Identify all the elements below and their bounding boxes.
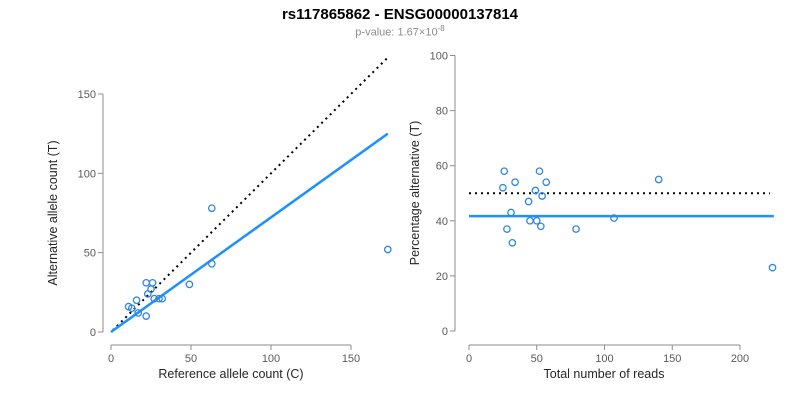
data-point	[207, 259, 216, 268]
data-point	[508, 238, 517, 247]
data-point	[768, 263, 777, 272]
data-point	[572, 225, 580, 233]
data-point	[148, 278, 157, 287]
data-point	[142, 312, 151, 320]
y-tick-label: 0	[90, 327, 96, 339]
p-value-text: p-value: 1.67×10	[355, 26, 438, 39]
percentage-alternative-panel: 0 20 40 60 80 100 0 50 100 150 200 Total number of …	[408, 51, 777, 381]
data-point	[535, 167, 544, 176]
x-tick-label: 150	[663, 353, 681, 365]
data-point	[531, 186, 540, 195]
data-point	[503, 225, 511, 233]
data-point	[127, 304, 136, 313]
y-tick-label: 40	[436, 216, 448, 228]
y-tick-label: 0	[442, 326, 448, 338]
data-point	[150, 294, 159, 303]
allele-counts-y-axis-title: Alternative allele count (T)	[46, 140, 60, 285]
data-point	[610, 214, 618, 222]
x-tick-label: 0	[108, 353, 114, 365]
x-tick-label: 50	[185, 353, 197, 365]
data-point	[383, 245, 392, 254]
data-point	[526, 216, 534, 225]
x-tick-label: 100	[595, 353, 613, 365]
y-tick-label: 100	[78, 168, 96, 180]
data-point	[500, 167, 509, 176]
figure-title: rs117865862 - ENSG00000137814	[281, 6, 519, 23]
data-point	[499, 183, 507, 192]
data-point	[654, 175, 663, 184]
data-point	[142, 278, 151, 287]
y-tick-label: 80	[436, 106, 448, 118]
x-tick-label: 100	[262, 353, 280, 365]
data-point	[207, 204, 216, 213]
data-point	[538, 192, 547, 200]
data-point	[132, 296, 141, 305]
y-tick-label: 100	[430, 51, 448, 63]
percentage-alternative-y-axis-title: Percentage alternative (T)	[408, 121, 422, 266]
allele-counts-panel: 0 50 100 150 0 50 100 150 Reference allele count…	[46, 55, 392, 381]
x-tick-label: 0	[466, 353, 472, 365]
x-tick-label: 150	[342, 353, 360, 365]
p-value-exponent: -8	[437, 24, 445, 33]
data-point	[542, 178, 551, 187]
data-point	[536, 222, 545, 231]
data-point	[158, 294, 167, 303]
data-point	[134, 309, 143, 317]
data-point	[524, 197, 533, 206]
fitted-ratio-line	[110, 132, 389, 334]
figure-subtitle: p-value: 1.67×10-8	[0, 24, 800, 39]
y-tick-label: 50	[84, 248, 96, 260]
x-tick-label: 50	[531, 353, 543, 365]
data-point	[511, 178, 519, 187]
y-tick-label: 60	[436, 161, 448, 173]
y-tick-label: 150	[78, 89, 96, 101]
percentage-alternative-x-axis-title: Total number of reads	[544, 367, 665, 381]
data-point	[155, 294, 163, 303]
data-point	[185, 280, 194, 289]
x-tick-label: 200	[731, 353, 749, 365]
data-point	[532, 216, 541, 225]
data-point	[507, 208, 515, 217]
identity-diagonal-line	[111, 55, 391, 332]
y-tick-label: 20	[436, 271, 448, 283]
data-point	[143, 290, 152, 298]
allele-counts-x-axis-title: Reference allele count (C)	[158, 367, 303, 381]
